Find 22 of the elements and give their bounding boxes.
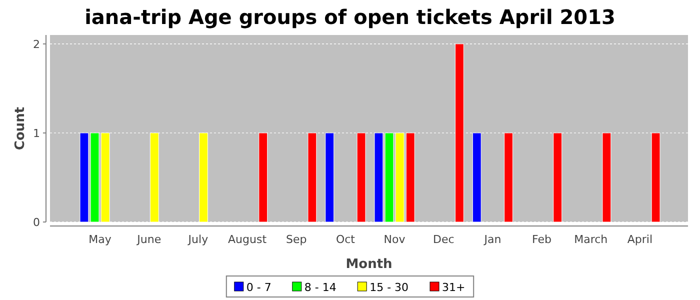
x-tick-label: March bbox=[574, 233, 608, 246]
x-tick-label: Nov bbox=[384, 233, 406, 246]
x-tick-label: Feb bbox=[532, 233, 552, 246]
x-tick-label: April bbox=[627, 233, 653, 246]
legend-label: 31+ bbox=[442, 281, 466, 294]
legend-label: 8 - 14 bbox=[304, 281, 336, 294]
y-tick-label: 2 bbox=[33, 38, 40, 51]
x-tick-label: July bbox=[187, 233, 209, 246]
y-tick-label: 1 bbox=[33, 126, 40, 140]
x-tick-label: June bbox=[136, 233, 162, 246]
chart-title: iana-trip Age groups of open tickets April 2013 bbox=[84, 5, 616, 29]
x-tick-label: Jan bbox=[483, 233, 502, 246]
x-tick-label: May bbox=[88, 233, 112, 246]
legend-label: 15 - 30 bbox=[370, 281, 409, 294]
x-tick-label: August bbox=[228, 233, 268, 246]
y-tick-label: 0 bbox=[33, 216, 40, 229]
x-tick-label: Oct bbox=[336, 233, 356, 246]
x-axis-title: Month bbox=[346, 257, 392, 272]
y-axis-title: Count bbox=[13, 106, 28, 150]
x-tick-label: Dec bbox=[432, 233, 454, 246]
x-tick-label: Sep bbox=[286, 233, 307, 246]
legend-label: 0 - 7 bbox=[246, 281, 272, 294]
